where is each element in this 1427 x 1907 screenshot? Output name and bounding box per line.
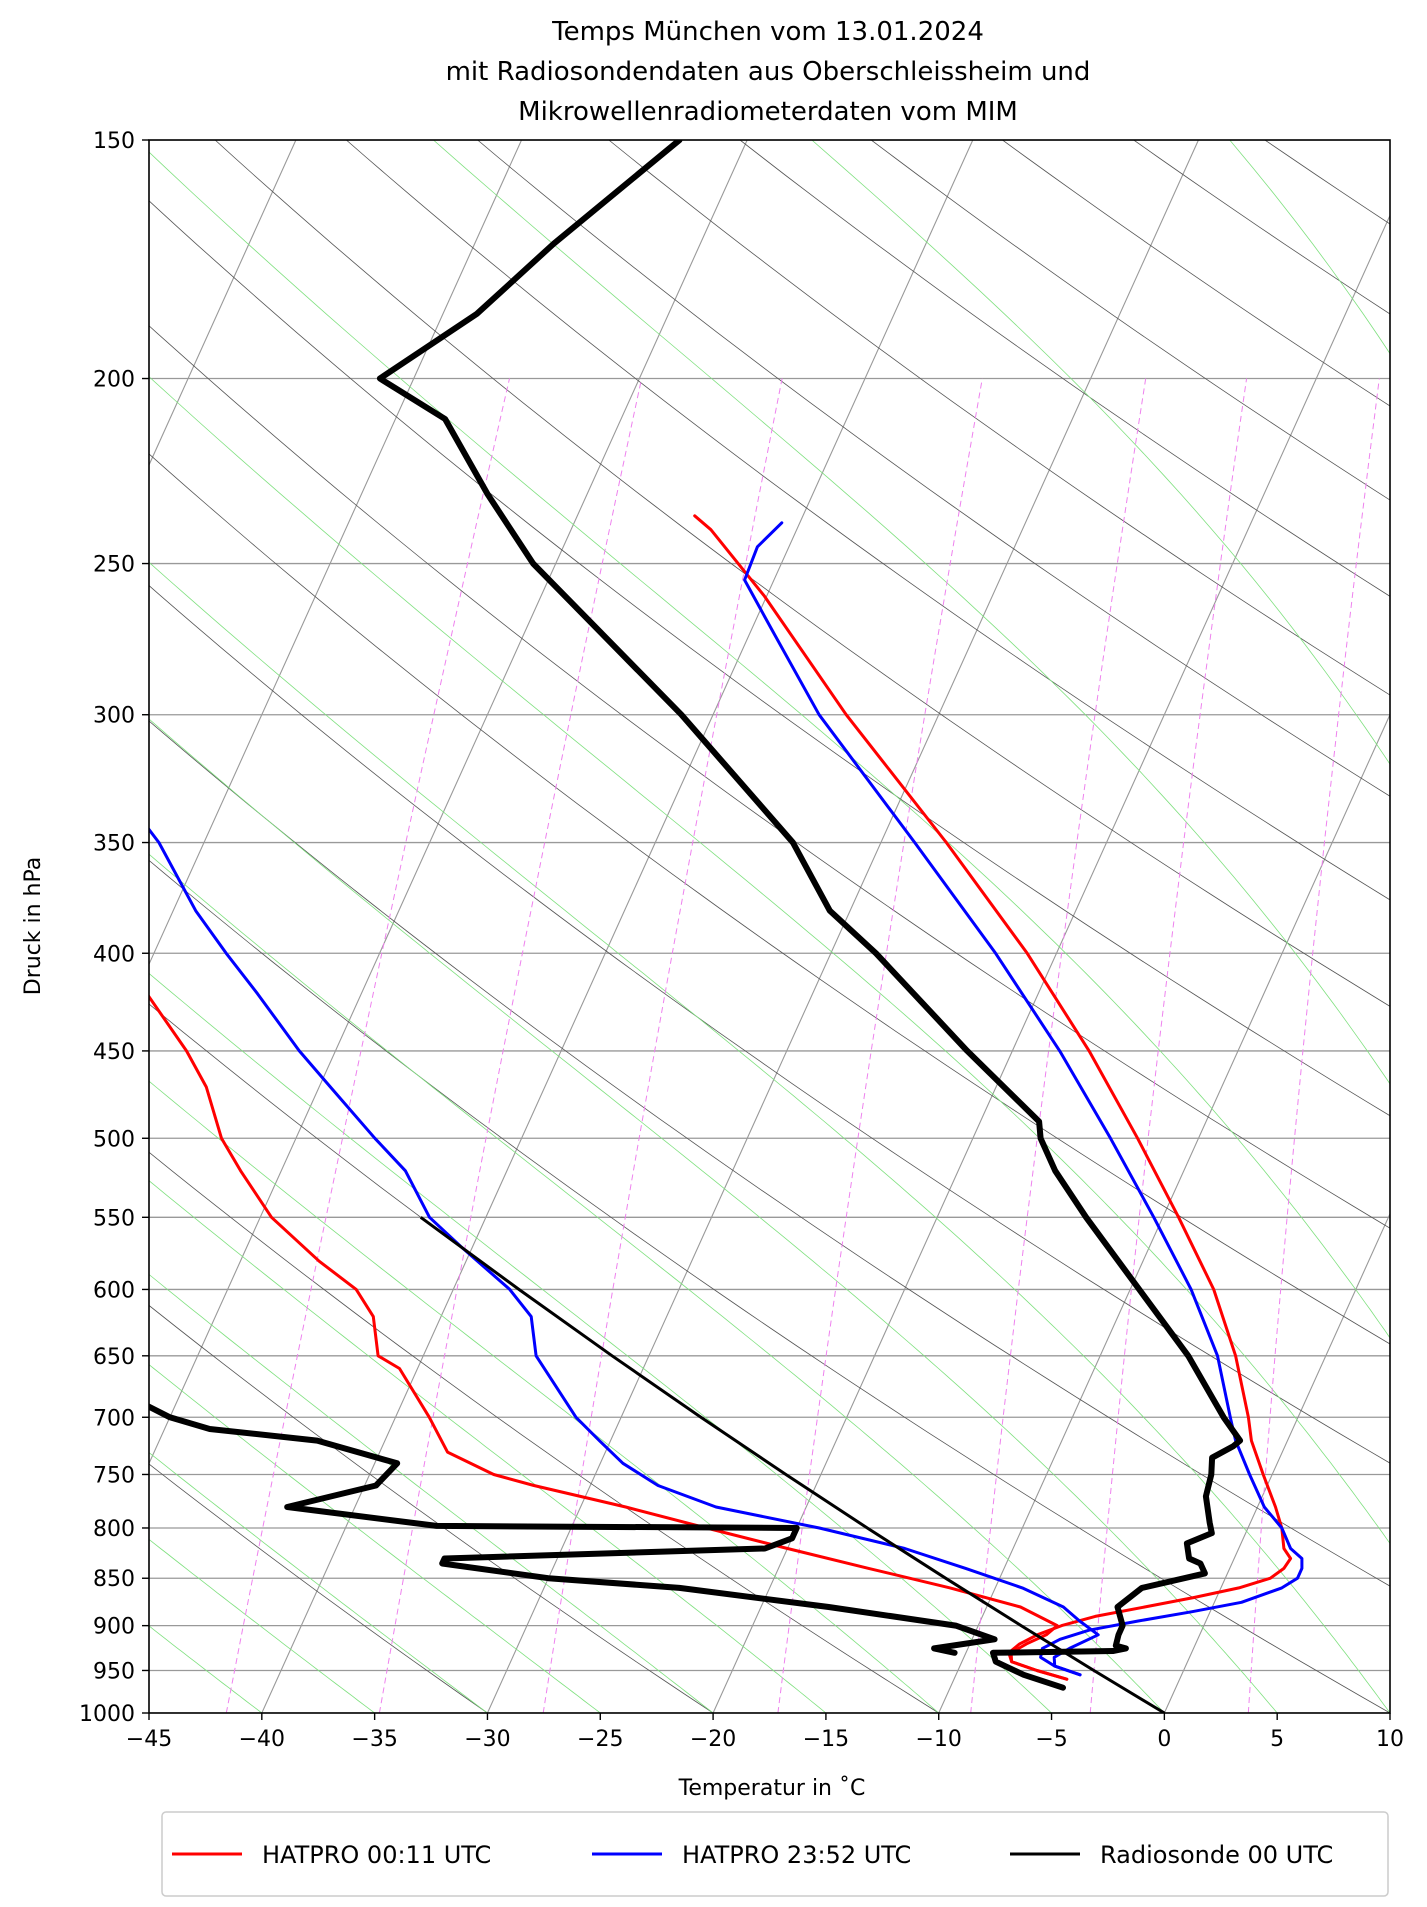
x-tick-label: −30 — [464, 1727, 510, 1752]
y-tick-label: 650 — [93, 1345, 135, 1370]
dry-adiabat-line — [149, 325, 1390, 1229]
isotherm-line — [149, 140, 523, 966]
dry-adiabat-line — [149, 1304, 714, 1713]
x-tick-label: 0 — [1157, 1727, 1171, 1752]
x-axis-label: Temperatur in ˚C — [678, 1776, 866, 1801]
mixing-ratio-line — [542, 378, 783, 1713]
isotherm-line — [1163, 1212, 1390, 1713]
y-tick-label: 700 — [93, 1406, 135, 1431]
series-2-temperature-line — [376, 140, 1244, 1691]
y-tick-label: 450 — [93, 1040, 135, 1065]
dry-adiabat-line — [477, 140, 1390, 797]
mixing-ratio-line — [1247, 378, 1380, 1713]
legend-label-hatpro-0011: HATPRO 00:11 UTC — [262, 1841, 491, 1869]
series-1-temperature-line — [743, 521, 1304, 1677]
y-tick-label: 750 — [93, 1463, 135, 1488]
y-tick-label: 250 — [93, 553, 135, 578]
moist-adiabat-line — [149, 376, 1390, 1545]
x-tick-label: 5 — [1270, 1727, 1284, 1752]
x-tick-label: −45 — [126, 1727, 172, 1752]
moist-adiabat-line — [149, 1364, 601, 1713]
x-tick-label: 10 — [1376, 1727, 1404, 1752]
x-axis: −45 −40 −35 −30 −25 −20 −15 −10 −5 0 5 10 — [126, 1713, 1404, 1752]
y-tick-label: 150 — [93, 129, 135, 154]
moist-adiabat-line — [433, 140, 1390, 1085]
moist-adiabat-line — [149, 1273, 714, 1713]
y-tick-label: 300 — [93, 704, 135, 729]
dry-adiabat-line — [608, 140, 1390, 696]
moist-adiabat-line — [149, 853, 1165, 1713]
dry-adiabat-line — [149, 200, 1390, 1117]
y-tick-label: 600 — [93, 1278, 135, 1303]
chart-title-line-3: Mikrowellenradiometerdaten vom MIM — [518, 97, 1018, 127]
legend-label-hatpro-2352: HATPRO 23:52 UTC — [682, 1841, 911, 1869]
mixing-ratio-line — [777, 378, 983, 1713]
mixing-ratio-line — [1089, 378, 1248, 1713]
x-tick-label: −20 — [690, 1727, 736, 1752]
x-tick-label: −40 — [239, 1727, 285, 1752]
chart-title-line-2: mit Radiosondendaten aus Oberschleisshei… — [446, 57, 1091, 87]
chart-title-line-1: Temps München vom 13.01.2024 — [551, 17, 984, 47]
dry-adiabat-line — [149, 720, 1390, 1587]
y-tick-label: 850 — [93, 1567, 135, 1592]
y-tick-label: 200 — [93, 368, 135, 393]
legend-box — [161, 1811, 1389, 1897]
isotherm-line — [712, 214, 1390, 1713]
dry-adiabat-line — [214, 140, 1390, 1007]
data-series — [149, 140, 1304, 1713]
moist-adiabat-line — [149, 151, 1390, 1339]
dry-adiabat-line — [149, 859, 1390, 1713]
y-axis-label: Druck in hPa — [21, 857, 46, 996]
moist-adiabat-line — [149, 1452, 488, 1713]
y-tick-label: 950 — [93, 1659, 135, 1684]
y-tick-label: 500 — [93, 1127, 135, 1152]
y-axis: 150 200 250 300 350 400 450 500 550 600 650 700 750 8… — [79, 129, 149, 1727]
series-1-dewpoint-line — [149, 827, 1100, 1677]
legend-label-radiosonde: Radiosonde 00 UTC — [1100, 1841, 1333, 1869]
x-tick-label: −25 — [577, 1727, 623, 1752]
mixing-ratio-line — [378, 378, 643, 1713]
y-tick-label: 550 — [93, 1206, 135, 1231]
isotherm-line — [261, 140, 974, 1713]
moist-adiabat-line — [149, 561, 1390, 1713]
y-tick-label: 400 — [93, 942, 135, 967]
dry-adiabat-line — [149, 585, 1390, 1464]
legend: HATPRO 00:11 UTC HATPRO 23:52 UTC Radios… — [161, 1811, 1389, 1897]
dry-adiabat-line — [870, 140, 1390, 501]
isotherm-line — [938, 713, 1390, 1713]
plot-frame — [148, 139, 1391, 1714]
series-2-dewpoint-line — [149, 1403, 998, 1656]
dry-adiabat-line — [1002, 140, 1390, 407]
x-tick-label: −15 — [803, 1727, 849, 1752]
isotherm-line — [149, 140, 748, 1465]
dry-adiabat-line — [149, 1151, 939, 1713]
mixing-ratio-line — [970, 378, 1147, 1713]
parcel-path-line — [419, 1216, 1166, 1713]
y-tick-label: 900 — [93, 1615, 135, 1640]
dry-adiabat-line — [149, 453, 1390, 1345]
moist-adiabat-line — [149, 718, 1278, 1713]
series-0-dewpoint-line — [149, 994, 1069, 1681]
y-tick-label: 800 — [93, 1517, 135, 1542]
dry-adiabat-line — [739, 140, 1390, 597]
y-tick-label: 350 — [93, 832, 135, 857]
y-tick-label: 1000 — [79, 1702, 135, 1727]
moist-adiabat-line — [149, 1538, 375, 1713]
moist-adiabat-line — [149, 972, 1052, 1713]
moist-adiabat-line — [811, 140, 1390, 765]
dry-adiabat-line — [346, 140, 1390, 901]
x-tick-label: −5 — [1035, 1727, 1067, 1752]
moist-adiabat-line — [149, 1080, 939, 1713]
x-tick-label: −35 — [351, 1727, 397, 1752]
x-tick-label: −10 — [916, 1727, 962, 1752]
